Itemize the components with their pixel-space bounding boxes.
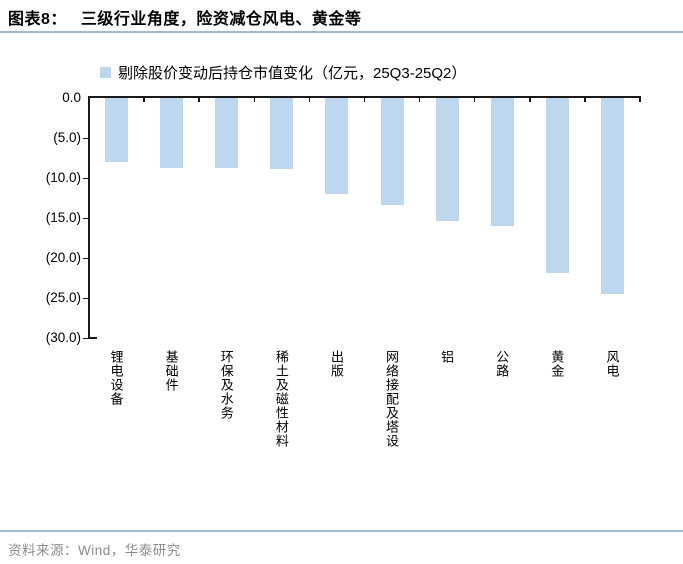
x-axis-tick — [88, 96, 90, 102]
y-tick-label: (10.0) — [45, 170, 81, 185]
x-axis-tick — [639, 96, 641, 102]
bar — [325, 98, 349, 194]
bar — [490, 98, 514, 226]
bar — [215, 98, 239, 169]
x-category-label: 基础件 — [163, 350, 179, 392]
y-axis-line — [88, 96, 90, 339]
y-tick-label: (15.0) — [45, 210, 81, 225]
legend-label: 剔除股价变动后持仓市值变化（亿元，25Q3-25Q2） — [118, 65, 467, 82]
y-tick — [83, 257, 89, 259]
x-axis-tick — [253, 96, 256, 102]
y-axis-end-tick — [88, 337, 97, 339]
bar — [435, 98, 459, 222]
bar — [545, 98, 569, 274]
title-divider — [0, 31, 683, 33]
x-axis-tick — [363, 96, 366, 102]
y-tick — [83, 217, 89, 219]
y-tick — [83, 297, 89, 299]
footer-divider — [0, 530, 683, 532]
bar — [160, 98, 184, 168]
x-axis-tick — [143, 96, 145, 102]
x-category-label: 公路 — [494, 350, 510, 378]
y-tick-label: (30.0) — [45, 330, 81, 345]
figure-number: 图表8： — [8, 11, 67, 28]
y-tick-label: (20.0) — [45, 250, 81, 265]
x-category-label: 网络接配及塔设 — [384, 350, 400, 448]
x-category-label: 稀土及磁性材料 — [273, 350, 289, 448]
bar — [380, 98, 404, 206]
x-category-label: 铝 — [439, 350, 455, 364]
x-axis-tick — [308, 96, 311, 102]
x-axis-tick — [584, 96, 586, 102]
x-category-label: 锂电设备 — [108, 350, 124, 406]
chart-legend: 剔除股价变动后持仓市值变化（亿元，25Q3-25Q2） — [100, 62, 466, 83]
y-tick-label: (5.0) — [53, 130, 81, 145]
y-tick-label: 0.0 — [62, 90, 81, 105]
legend-swatch-icon — [100, 67, 111, 78]
y-tick-label: (25.0) — [45, 290, 81, 305]
x-category-label: 风电 — [604, 350, 620, 378]
x-axis-tick — [198, 96, 200, 102]
y-tick — [83, 177, 89, 179]
bar — [600, 98, 624, 294]
source-note: 资料来源：Wind，华泰研究 — [8, 543, 181, 558]
y-tick — [83, 137, 89, 139]
y-tick — [83, 337, 89, 339]
x-axis-tick — [418, 96, 421, 102]
bar — [105, 98, 129, 162]
x-category-label: 出版 — [328, 350, 344, 378]
x-axis-tick — [529, 96, 531, 102]
bar — [270, 98, 294, 170]
figure-title: 图表8： 三级行业角度，险资减仓风电、黄金等 — [8, 5, 361, 29]
figure-title-text: 三级行业角度，险资减仓风电、黄金等 — [80, 11, 362, 28]
x-category-label: 环保及水务 — [218, 350, 234, 420]
x-axis-tick — [473, 96, 476, 102]
x-category-label: 黄金 — [549, 350, 565, 378]
